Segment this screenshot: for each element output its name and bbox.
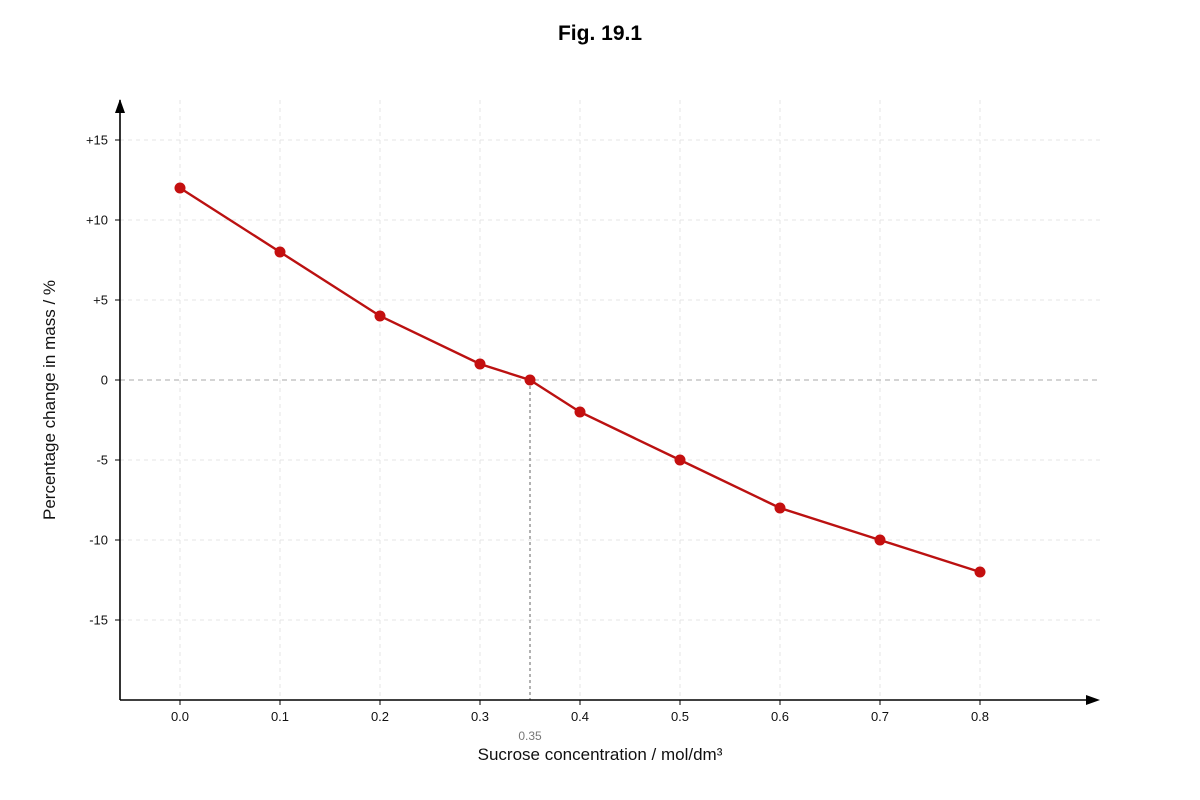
data-point bbox=[674, 454, 686, 466]
y-tick-label: -5 bbox=[96, 453, 108, 468]
data-point bbox=[274, 246, 286, 258]
y-tick-label: 0 bbox=[101, 373, 108, 388]
x-axis-arrowhead bbox=[1086, 695, 1100, 705]
x-tick-label: 0.8 bbox=[971, 709, 989, 724]
series-line bbox=[179, 186, 981, 574]
data-point bbox=[774, 502, 786, 514]
intercept-label: 0.35 bbox=[518, 729, 542, 743]
y-tick-label: +10 bbox=[86, 213, 108, 228]
y-tick-label: -15 bbox=[89, 613, 108, 628]
x-tick-label: 0.5 bbox=[671, 709, 689, 724]
y-axis-label: Percentage change in mass / % bbox=[40, 280, 59, 520]
chart-title: Fig. 19.1 bbox=[558, 22, 642, 45]
data-point bbox=[374, 310, 386, 322]
data-point bbox=[574, 406, 586, 418]
x-tick-label: 0.7 bbox=[871, 709, 889, 724]
y-tick-label: -10 bbox=[89, 533, 108, 548]
series bbox=[174, 182, 986, 578]
x-tick-label: 0.6 bbox=[771, 709, 789, 724]
x-tick-label: 0.1 bbox=[271, 709, 289, 724]
data-point bbox=[524, 374, 536, 386]
data-point bbox=[474, 358, 486, 370]
y-tick-label: +5 bbox=[93, 293, 108, 308]
y-tick-label: +15 bbox=[86, 133, 108, 148]
x-tick-label: 0.2 bbox=[371, 709, 389, 724]
grid bbox=[120, 100, 1100, 700]
data-point bbox=[874, 534, 886, 546]
x-tick-label: 0.3 bbox=[471, 709, 489, 724]
data-point bbox=[174, 182, 186, 194]
guide-lines bbox=[120, 379, 1100, 700]
x-tick-label: 0.0 bbox=[171, 709, 189, 724]
axes bbox=[115, 99, 1100, 705]
data-point bbox=[974, 566, 986, 578]
x-axis-label: Sucrose concentration / mol/dm³ bbox=[478, 745, 723, 764]
x-tick-label: 0.4 bbox=[571, 709, 589, 724]
labels: Fig. 19.1 Sucrose concentration / mol/dm… bbox=[40, 22, 989, 764]
